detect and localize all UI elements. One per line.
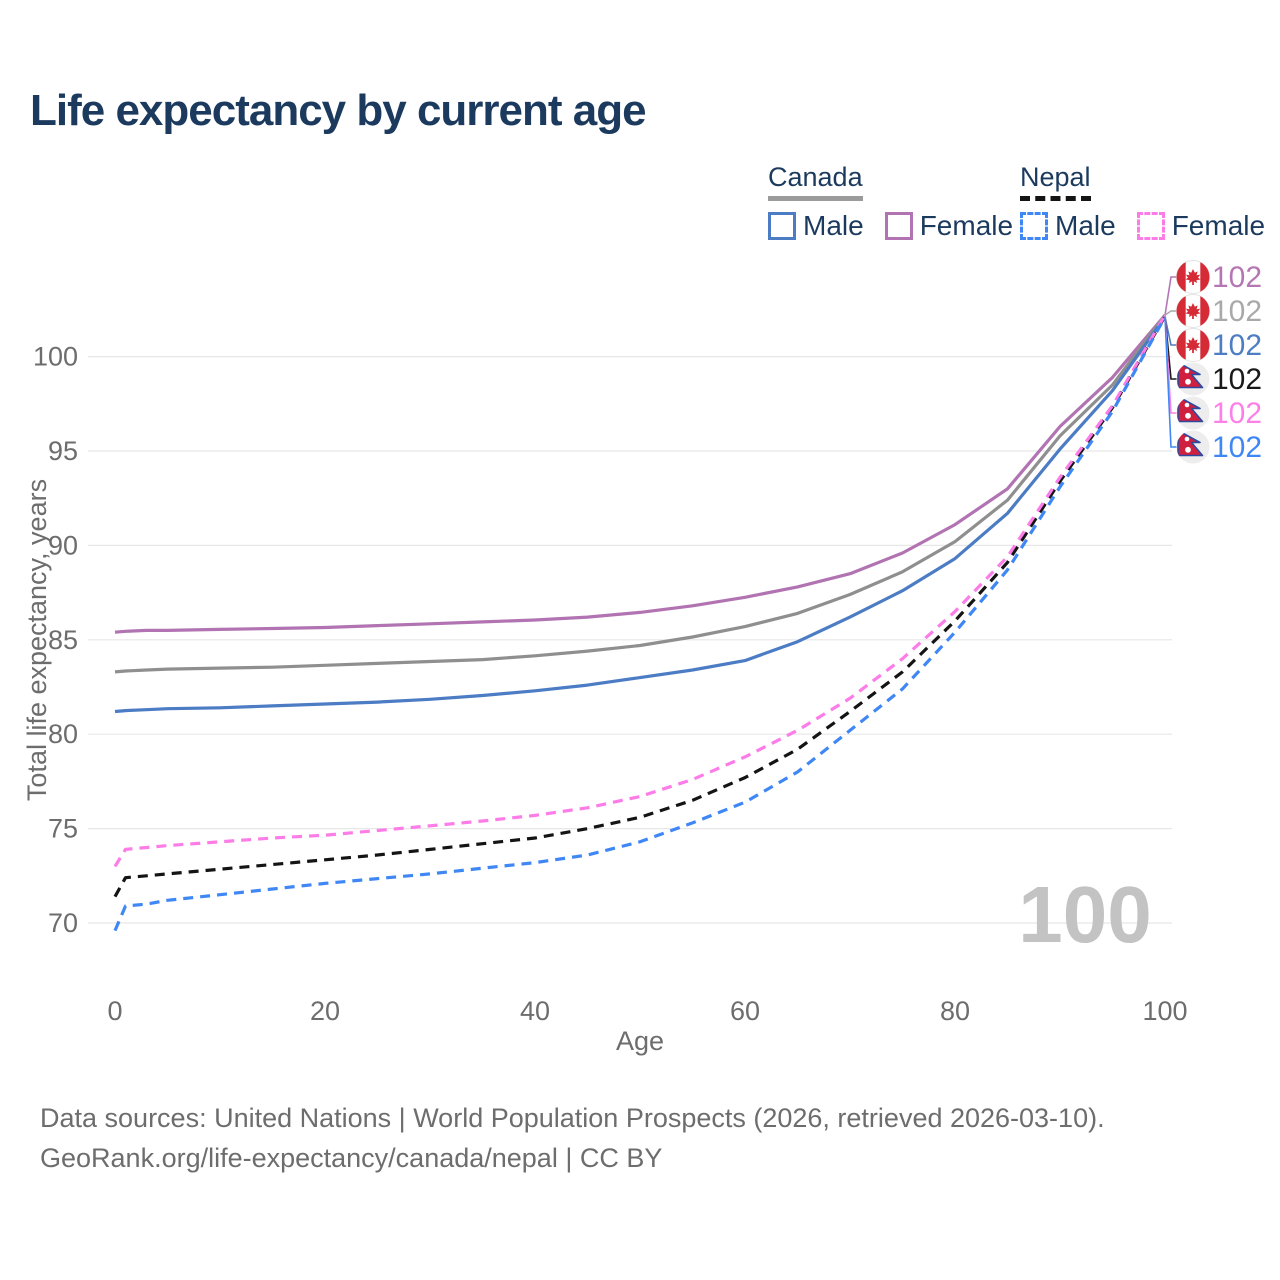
x-tick-label-20: 20 [310, 996, 340, 1026]
legend-label-canada-female: Female [919, 210, 1014, 242]
legend-country-canada-label: Canada [768, 163, 863, 202]
end-label-value-nepal-male: 102 [1212, 431, 1262, 464]
y-axis-title: Total life expectancy, years [22, 479, 52, 801]
end-label-value-nepal-female: 102 [1212, 397, 1262, 430]
end-label-value-canada-total: 102 [1212, 295, 1262, 328]
page-title: Life expectancy by current age [30, 86, 647, 135]
legend-group-canada: Canada Male Female [768, 163, 1013, 242]
nepal-flag-icon [1177, 363, 1210, 396]
footer-line-1: Data sources: United Nations | World Pop… [40, 1103, 1105, 1133]
y-tick-label-80: 80 [48, 719, 78, 749]
end-label-leader-canada-total [1164, 310, 1177, 316]
legend-item-canada-male[interactable]: Male [768, 210, 864, 242]
end-label-leader-nepal-male [1164, 316, 1177, 448]
x-axis-title: Age [616, 1026, 664, 1056]
series-line-nepal-female[interactable] [113, 314, 1167, 868]
y-tick-label-90: 90 [48, 530, 78, 560]
y-tick-label-70: 70 [48, 908, 78, 938]
x-tick-label-80: 80 [940, 996, 970, 1026]
y-tick-label-95: 95 [48, 436, 78, 466]
legend-item-nepal-female[interactable]: Female [1136, 210, 1266, 242]
series-line-nepal-total[interactable] [113, 315, 1167, 898]
legend-item-nepal-male[interactable]: Male [1020, 210, 1116, 242]
nepal-female-swatch [1136, 212, 1165, 241]
end-label-leader-canada-female [1164, 276, 1177, 316]
chart-legend: Canada Male Female Nepal Male [0, 0, 1280, 250]
footer-line-2: GeoRank.org/life-expectancy/canada/nepal… [40, 1143, 663, 1173]
canada-flag-icon [1176, 260, 1210, 294]
end-label-value-nepal-total: 102 [1212, 363, 1262, 396]
canada-flag-icon [1176, 328, 1210, 362]
y-tick-label-75: 75 [48, 814, 78, 844]
legend-label-nepal-male: Male [1055, 210, 1116, 242]
x-tick-label-60: 60 [730, 996, 760, 1026]
canada-flag-icon [1176, 294, 1210, 328]
series-line-canada-total[interactable] [114, 314, 1167, 674]
x-tick-label-40: 40 [520, 996, 550, 1026]
series-line-canada-male[interactable] [114, 316, 1167, 714]
canada-female-swatch [884, 212, 913, 241]
data-source-footer: Data sources: United Nations | World Pop… [40, 1098, 1105, 1178]
nepal-male-swatch [1020, 212, 1048, 241]
y-tick-label-85: 85 [48, 625, 78, 655]
x-tick-label-100: 100 [1142, 996, 1187, 1026]
legend-group-nepal: Nepal Male Female [1020, 163, 1265, 242]
nepal-flag-icon [1177, 431, 1210, 464]
legend-item-canada-female[interactable]: Female [884, 210, 1014, 242]
end-label-value-canada-female: 102 [1212, 261, 1262, 294]
canada-male-swatch [768, 212, 796, 241]
legend-label-canada-male: Male [803, 210, 864, 242]
age-hover-watermark: 100 [1018, 870, 1151, 959]
legend-country-nepal-label: Nepal [1020, 163, 1091, 202]
x-tick-label-0: 0 [107, 996, 122, 1026]
nepal-flag-icon [1177, 397, 1210, 430]
end-label-leader-canada-male [1164, 316, 1177, 346]
end-label-value-canada-male: 102 [1212, 329, 1262, 362]
y-tick-label-100: 100 [33, 342, 78, 372]
series-line-canada-female[interactable] [114, 314, 1167, 634]
series-line-nepal-male[interactable] [113, 316, 1167, 932]
legend-label-nepal-female: Female [1171, 210, 1266, 242]
